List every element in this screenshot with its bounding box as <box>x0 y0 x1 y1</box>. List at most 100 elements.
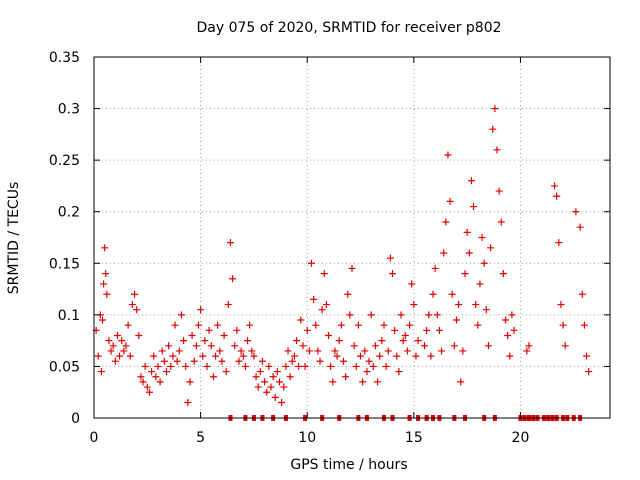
data-point <box>135 331 143 339</box>
data-point <box>152 373 160 381</box>
data-point <box>188 331 196 339</box>
data-point <box>280 383 288 391</box>
x-tick-label: 15 <box>405 430 423 446</box>
data-point <box>342 373 350 381</box>
data-point <box>99 316 107 324</box>
data-point <box>470 203 478 211</box>
data-point <box>333 352 341 360</box>
data-point <box>350 342 358 350</box>
data-point <box>254 383 262 391</box>
data-point <box>250 352 258 360</box>
data-point <box>148 368 156 376</box>
y-tick-label: 0 <box>71 411 80 427</box>
data-point <box>160 357 168 365</box>
data-point <box>271 393 279 401</box>
data-point <box>497 218 505 226</box>
data-point <box>412 352 420 360</box>
data-point <box>389 270 397 278</box>
data-point <box>237 347 245 355</box>
data-point <box>452 316 460 324</box>
data-point <box>523 347 531 355</box>
data-point <box>105 337 113 345</box>
data-point <box>207 342 215 350</box>
data-point <box>100 280 108 288</box>
data-point <box>256 368 264 376</box>
plot-frame <box>93 56 611 419</box>
data-point <box>276 378 284 386</box>
data-point <box>150 352 158 360</box>
y-tick-label: 0.15 <box>49 256 80 272</box>
data-point <box>459 347 467 355</box>
data-point <box>487 244 495 252</box>
data-point <box>583 352 591 360</box>
data-point <box>299 342 307 350</box>
data-point <box>192 342 200 350</box>
data-point <box>116 352 124 360</box>
data-point <box>126 352 134 360</box>
data-point <box>576 223 584 231</box>
data-point <box>504 331 512 339</box>
data-point <box>286 373 294 381</box>
data-point <box>177 311 185 319</box>
data-point <box>118 337 126 345</box>
data-point <box>327 362 335 370</box>
data-point <box>438 347 446 355</box>
x-tick-label: 20 <box>512 430 530 446</box>
data-point <box>465 249 473 257</box>
x-axis-label: GPS time / hours <box>290 457 407 473</box>
data-point <box>480 259 488 267</box>
data-point <box>143 383 151 391</box>
data-point <box>572 208 580 216</box>
data-point <box>261 378 269 386</box>
data-point <box>329 378 337 386</box>
data-point <box>455 301 463 309</box>
data-point <box>295 362 303 370</box>
data-point <box>224 301 232 309</box>
data-point <box>378 337 386 345</box>
x-tick-label: 5 <box>196 430 205 446</box>
data-point <box>156 378 164 386</box>
data-point <box>482 306 490 314</box>
data-point <box>435 326 443 334</box>
data-point <box>267 383 275 391</box>
data-point <box>446 197 454 205</box>
data-point <box>420 342 428 350</box>
data-point <box>489 125 497 133</box>
data-point <box>423 326 431 334</box>
data-point <box>111 357 119 365</box>
data-point <box>429 290 437 298</box>
data-point <box>478 234 486 241</box>
data-point <box>141 362 149 370</box>
data-point <box>162 368 170 376</box>
data-point <box>109 342 117 350</box>
data-point <box>348 264 356 272</box>
data-point <box>205 326 213 334</box>
data-point <box>312 321 320 329</box>
data-point <box>461 270 469 278</box>
x-tick-label: 10 <box>298 430 316 446</box>
data-point <box>190 357 198 365</box>
data-point <box>197 306 205 314</box>
data-point <box>169 352 177 360</box>
data-point <box>510 326 518 334</box>
data-point <box>171 321 179 329</box>
data-point <box>173 357 181 365</box>
data-point <box>457 378 465 386</box>
data-point <box>467 177 475 185</box>
data-point <box>493 146 501 154</box>
data-point <box>506 352 514 360</box>
data-point <box>410 301 418 309</box>
grid <box>94 57 610 418</box>
data-point <box>391 326 399 334</box>
data-point <box>440 249 448 257</box>
data-point <box>365 357 373 365</box>
data-point <box>408 280 416 288</box>
data-point <box>246 321 254 329</box>
x-tick-label: 0 <box>90 430 99 446</box>
chart-title: Day 075 of 2020, SRMTID for receiver p80… <box>196 20 501 36</box>
data-point <box>103 290 111 298</box>
data-point <box>580 321 588 329</box>
data-point <box>553 192 561 200</box>
data-point <box>201 337 209 345</box>
data-point <box>357 352 365 360</box>
